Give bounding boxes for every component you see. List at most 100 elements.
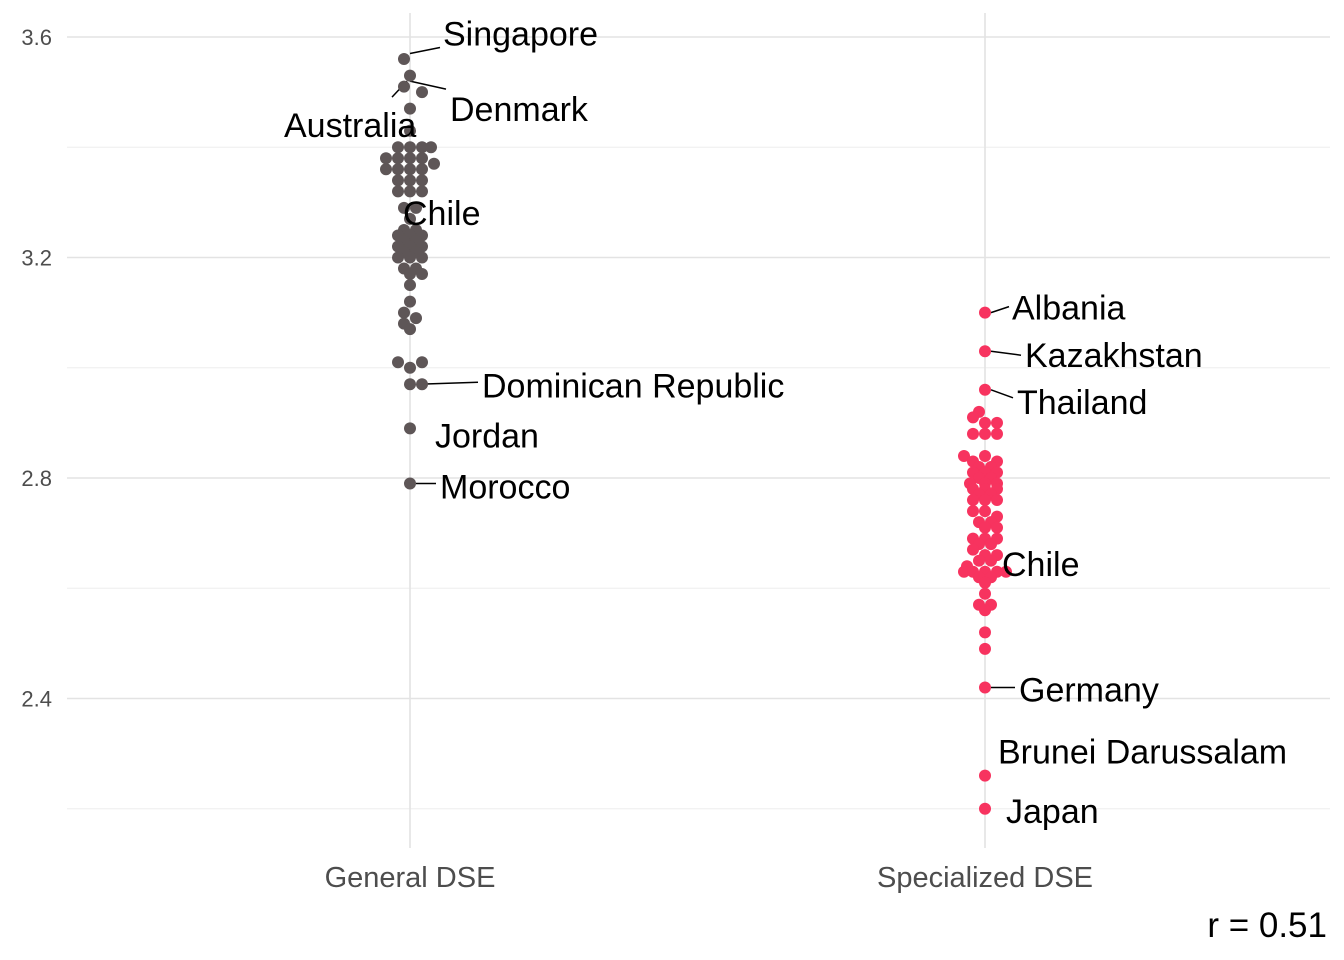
data-point: [404, 477, 416, 490]
data-point: [416, 141, 428, 154]
correlation-annotation: r = 0.51: [1207, 906, 1327, 945]
country-label: Germany: [1019, 671, 1159, 709]
data-point: [979, 604, 991, 617]
data-point: [404, 279, 416, 292]
data-point: [404, 163, 416, 176]
data-point: [392, 251, 404, 264]
country-label: Albania: [1012, 290, 1126, 328]
data-point: [985, 554, 997, 567]
data-point: [404, 378, 416, 391]
y-axis-ticks: 2.4 2.8 3.2 3.6: [21, 25, 52, 712]
data-point: [979, 306, 991, 319]
label-leader-line: [409, 46, 441, 55]
data-point: [410, 201, 422, 214]
data-point: [404, 295, 416, 308]
data-point: [979, 576, 991, 589]
data-point: [991, 521, 1003, 534]
country-label: Dominican Republic: [482, 367, 784, 405]
country-label: Jordan: [435, 417, 539, 455]
data-point: [404, 422, 416, 435]
country-label: Australia: [284, 107, 416, 145]
y-tick-label: 3.2: [21, 246, 52, 271]
data-point: [428, 157, 440, 170]
label-leader-line: [990, 389, 1014, 399]
data-point: [398, 80, 410, 93]
country-label: Japan: [1006, 793, 1099, 831]
data-point: [404, 152, 416, 165]
data-point: [410, 312, 422, 325]
data-point: [979, 802, 991, 815]
data-point: [392, 152, 404, 165]
data-point: [392, 141, 404, 154]
data-point: [979, 681, 991, 694]
data-point: [380, 152, 392, 165]
data-point: [979, 383, 991, 396]
data-point: [398, 306, 410, 319]
data-point: [967, 494, 979, 507]
data-point: [404, 102, 416, 115]
data-point: [425, 141, 437, 154]
y-tick-label: 2.8: [21, 466, 52, 491]
data-point: [979, 642, 991, 655]
country-label: Chile: [403, 195, 480, 233]
label-leader-line: [990, 305, 1010, 314]
data-point: [979, 494, 991, 507]
data-point: [416, 251, 428, 264]
label-leader-line: [409, 80, 447, 90]
x-category-label: Specialized DSE: [877, 862, 1093, 894]
data-point: [967, 411, 979, 424]
data-point: [979, 626, 991, 639]
data-point: [979, 587, 991, 600]
data-point: [416, 163, 428, 176]
country-label: Morocco: [440, 469, 570, 507]
data-point: [404, 69, 416, 82]
data-point: [404, 174, 416, 187]
data-point: [392, 174, 404, 187]
data-point: [958, 565, 970, 578]
data-point: [979, 505, 991, 518]
data-points: [380, 53, 1012, 815]
country-label: Thailand: [1017, 384, 1147, 422]
data-point: [392, 185, 404, 198]
data-point: [404, 251, 416, 264]
y-tick-label: 3.6: [21, 25, 52, 50]
data-point: [979, 769, 991, 782]
country-label: Brunei Darussalam: [998, 734, 1287, 772]
label-leader-line: [990, 350, 1022, 356]
data-point: [967, 427, 979, 440]
data-point: [1000, 565, 1012, 578]
country-label: Chile: [1002, 546, 1079, 584]
data-point: [973, 554, 985, 567]
data-point: [979, 345, 991, 358]
data-point: [967, 543, 979, 556]
data-point: [404, 361, 416, 374]
y-tick-label: 2.4: [21, 687, 52, 712]
data-point: [979, 427, 991, 440]
data-point: [416, 268, 428, 281]
data-point: [416, 356, 428, 369]
data-point: [404, 141, 416, 154]
country-label: Kazakhstan: [1025, 337, 1203, 375]
data-point: [979, 416, 991, 429]
country-label: Denmark: [450, 91, 589, 129]
data-point: [398, 53, 410, 66]
data-point: [404, 212, 416, 225]
grid-lines: [67, 13, 1330, 848]
data-point: [991, 427, 1003, 440]
data-point: [404, 185, 416, 198]
data-point: [404, 268, 416, 281]
data-point: [416, 174, 428, 187]
data-point: [416, 185, 428, 198]
data-point: [392, 163, 404, 176]
data-point: [967, 505, 979, 518]
label-leader-line: [417, 381, 479, 386]
data-point: [991, 416, 1003, 429]
data-point: [416, 378, 428, 391]
data-point: [404, 124, 416, 137]
data-point: [979, 449, 991, 462]
data-point: [398, 201, 410, 214]
data-point: [416, 86, 428, 99]
data-point: [979, 521, 991, 534]
data-point: [416, 152, 428, 165]
data-point: [404, 323, 416, 336]
